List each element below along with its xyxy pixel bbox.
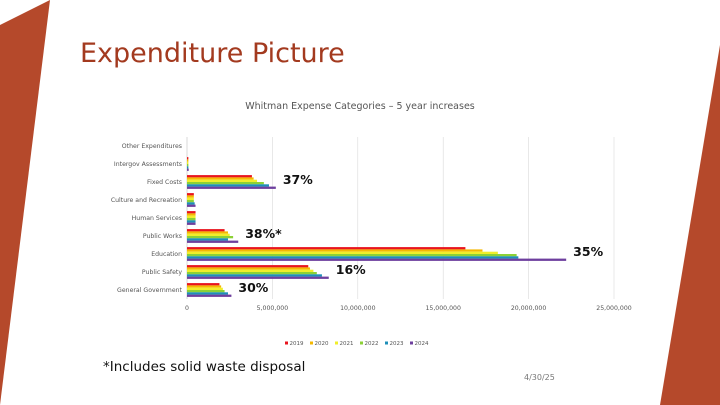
- bar-2022: [187, 254, 517, 257]
- bar-2023: [187, 256, 519, 259]
- x-tick-label: 0: [185, 305, 189, 312]
- bar-2021: [187, 161, 189, 164]
- bar-2021: [187, 233, 230, 236]
- bar-2020: [187, 177, 254, 180]
- bar-2019: [187, 157, 189, 160]
- bar-2023: [187, 238, 228, 241]
- bar-2022: [187, 182, 264, 185]
- bar-2024: [187, 276, 329, 279]
- legend-label: 2020: [315, 341, 329, 347]
- bar-2019: [187, 175, 252, 178]
- bar-2024: [187, 222, 196, 225]
- percent-annotation: 16%: [336, 262, 366, 277]
- legend-label: 2022: [365, 341, 379, 347]
- percent-annotation: 38%*: [245, 226, 282, 241]
- category-label: Other Expenditures: [122, 143, 182, 150]
- bar-2024: [187, 240, 239, 243]
- legend-label: 2021: [340, 341, 354, 347]
- bar-2024: [187, 258, 567, 261]
- x-tick-label: 20,000,000: [511, 305, 546, 312]
- legend-label: 2024: [415, 341, 429, 347]
- category-label: Culture and Recreation: [111, 197, 182, 204]
- bar-2022: [187, 164, 189, 167]
- chart-title: Whitman Expense Categories – 5 year incr…: [245, 101, 475, 112]
- bar-2023: [187, 274, 322, 277]
- bar-2021: [187, 251, 498, 254]
- legend-swatch-2019: [285, 341, 288, 345]
- bar-2019: [187, 193, 194, 196]
- bar-2020: [187, 213, 196, 216]
- bar-2023: [187, 292, 228, 295]
- legend-swatch-2023: [385, 341, 388, 345]
- slide-title: Expenditure Picture: [80, 38, 345, 69]
- bar-2020: [187, 249, 483, 252]
- x-tick-label: 5,000,000: [257, 305, 289, 312]
- bar-2019: [187, 265, 309, 268]
- category-label: Intergov Assessments: [114, 161, 182, 168]
- category-label: General Government: [117, 287, 183, 294]
- bar-2021: [187, 197, 194, 200]
- percent-annotation: 35%: [573, 244, 603, 259]
- bar-2020: [187, 195, 194, 198]
- bar-2023: [187, 184, 269, 187]
- percent-annotation: 37%: [283, 172, 313, 187]
- percent-annotation: 30%: [238, 280, 268, 295]
- right-accent-shape: [660, 45, 720, 405]
- category-label: Human Services: [132, 215, 182, 222]
- bar-2019: [187, 247, 466, 250]
- bar-2020: [187, 267, 310, 270]
- x-tick-label: 10,000,000: [340, 305, 375, 312]
- bar-2022: [187, 236, 234, 239]
- left-accent-shape: [0, 0, 50, 405]
- bar-2022: [187, 272, 317, 275]
- category-label: Public Safety: [142, 269, 182, 276]
- category-label: Education: [151, 251, 182, 258]
- bar-2019: [187, 283, 220, 286]
- bar-2021: [187, 179, 258, 182]
- legend-label: 2019: [290, 341, 304, 347]
- legend-swatch-2021: [335, 341, 338, 345]
- category-label: Public Works: [143, 233, 182, 240]
- bar-2020: [187, 231, 228, 234]
- bar-2024: [187, 204, 196, 207]
- bar-2023: [187, 166, 189, 169]
- x-tick-label: 25,000,000: [596, 305, 631, 312]
- legend-swatch-2024: [410, 341, 413, 345]
- footnote: *Includes solid waste disposal: [103, 359, 306, 375]
- bar-2019: [187, 229, 225, 232]
- x-tick-label: 15,000,000: [425, 305, 460, 312]
- legend-label: 2023: [390, 341, 404, 347]
- bar-2023: [187, 202, 195, 205]
- bar-2020: [187, 159, 189, 162]
- bar-2021: [187, 287, 223, 290]
- bar-2023: [187, 220, 196, 223]
- bar-2019: [187, 211, 196, 214]
- bar-2022: [187, 290, 225, 293]
- slide-date: 4/30/25: [524, 373, 555, 382]
- bar-2024: [187, 168, 189, 171]
- bar-2024: [187, 186, 276, 189]
- legend-swatch-2022: [360, 341, 363, 345]
- category-label: Fixed Costs: [147, 179, 182, 186]
- bar-2021: [187, 269, 314, 272]
- bar-2020: [187, 285, 222, 288]
- bar-2022: [187, 218, 196, 221]
- bar-2022: [187, 200, 194, 203]
- bar-2021: [187, 215, 196, 218]
- bar-2024: [187, 294, 232, 297]
- legend-swatch-2020: [310, 341, 313, 345]
